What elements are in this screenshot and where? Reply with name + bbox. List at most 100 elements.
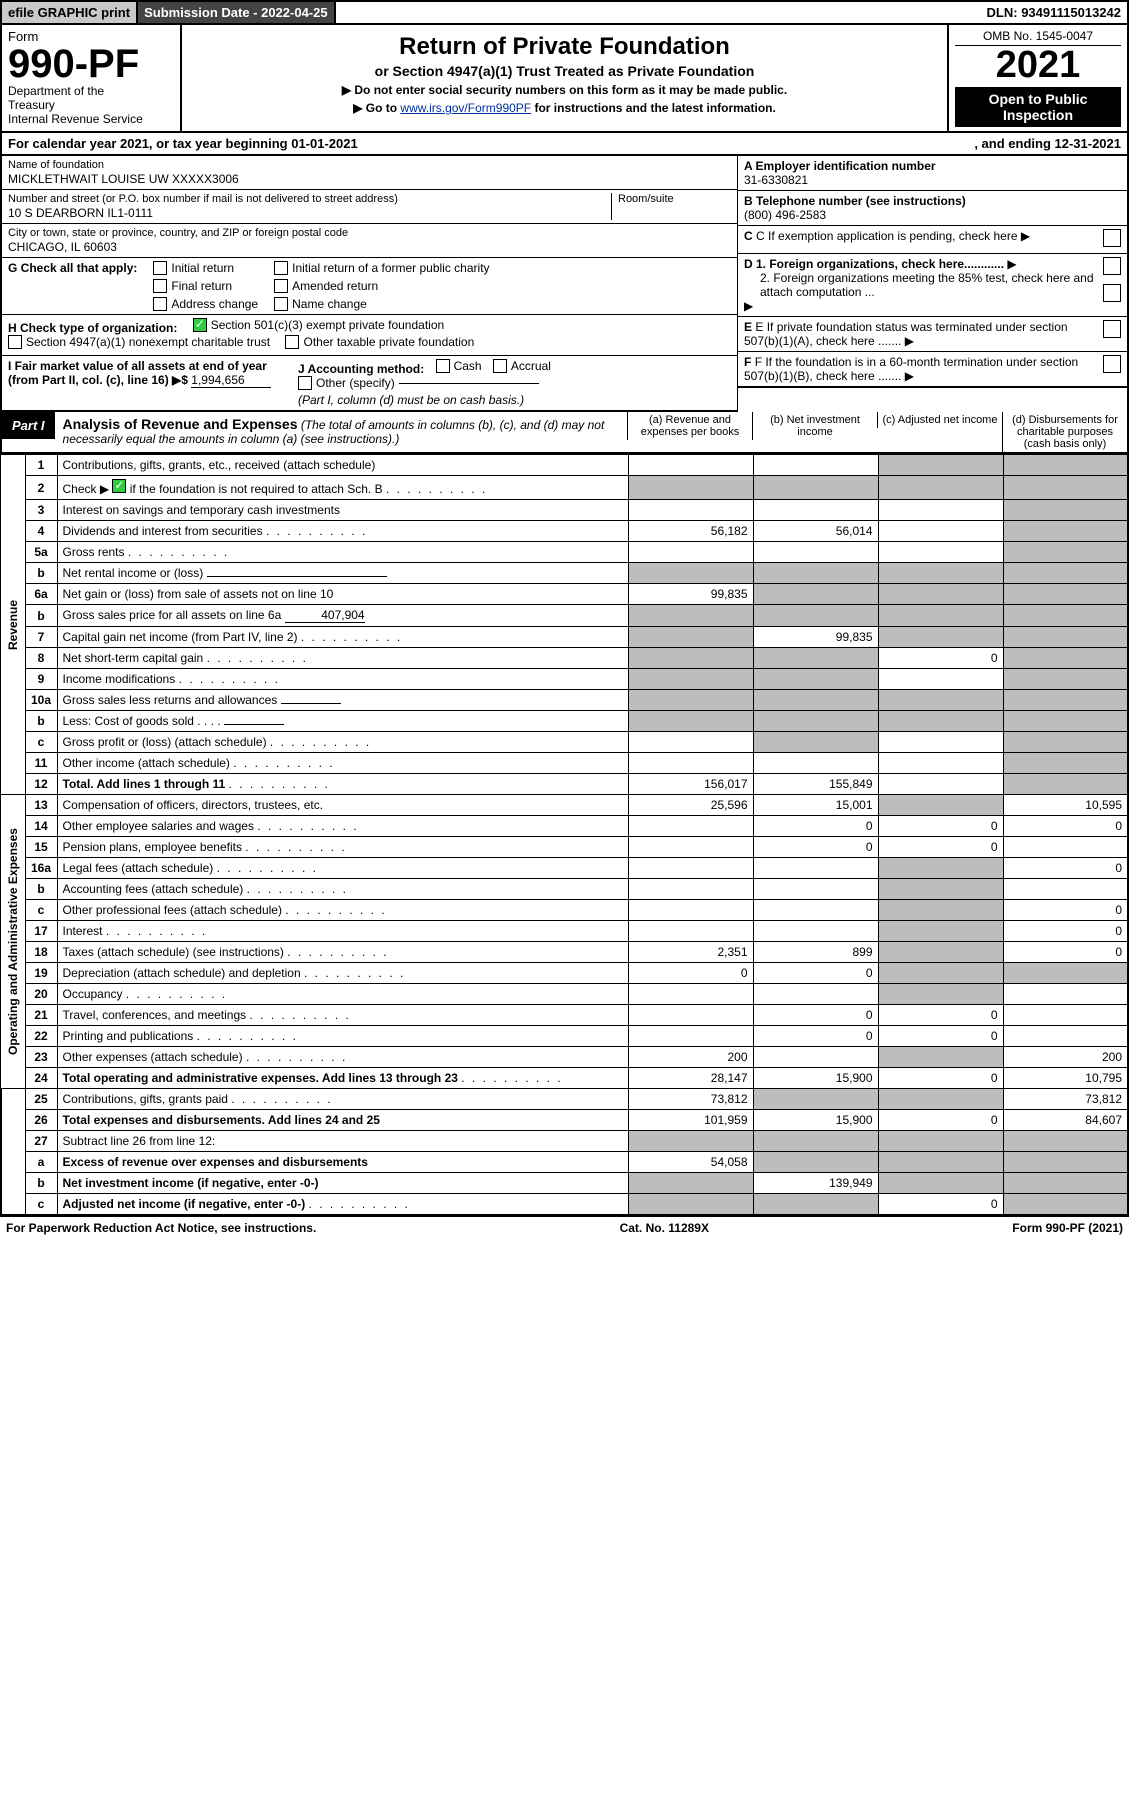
line-desc: Contributions, gifts, grants, etc., rece… [57, 455, 628, 476]
line-desc: Printing and publications [63, 1029, 194, 1043]
amt: 0 [1003, 921, 1128, 942]
line-no: 22 [25, 1026, 57, 1047]
line-desc: Legal fees (attach schedule) [63, 861, 214, 875]
dept-line: Department of the [8, 84, 174, 98]
amt: 56,182 [628, 521, 753, 542]
col-a-header: (a) Revenue and expenses per books [627, 412, 752, 440]
form-id-block: Form 990-PF Department of the Treasury I… [2, 25, 182, 131]
line-desc: Gross profit or (loss) (attach schedule) [63, 735, 267, 749]
col-d-header: (d) Disbursements for charitable purpose… [1002, 412, 1127, 452]
line-no: b [25, 879, 57, 900]
checkbox-d1[interactable] [1103, 257, 1121, 275]
col-c-header: (c) Adjusted net income [877, 412, 1002, 428]
note-goto-pre: ▶ Go to [353, 101, 400, 115]
checkbox-other-taxable[interactable] [285, 335, 299, 349]
checkbox-other-method[interactable] [298, 376, 312, 390]
city: CHICAGO, IL 60603 [8, 240, 731, 254]
line-no: 17 [25, 921, 57, 942]
checkbox-4947[interactable] [8, 335, 22, 349]
entity-info: Name of foundation MICKLETHWAIT LOUISE U… [0, 156, 1129, 412]
address: 10 S DEARBORN IL1-0111 [8, 206, 611, 220]
line-desc: if the foundation is not required to att… [126, 482, 382, 496]
checkbox-final-return[interactable] [153, 279, 167, 293]
checkbox-501c3[interactable] [193, 318, 207, 332]
col-b-header: (b) Net investment income [752, 412, 877, 440]
line-no: 3 [25, 500, 57, 521]
part-tag: Part I [2, 412, 55, 439]
checkbox-d2[interactable] [1103, 284, 1121, 302]
line-desc: Less: Cost of goods sold [63, 714, 194, 728]
line-desc: Net rental income or (loss) [63, 566, 204, 580]
dept-line: Treasury [8, 98, 174, 112]
part-title: Analysis of Revenue and Expenses [63, 416, 298, 432]
line-no: 8 [25, 648, 57, 669]
line-no: 24 [25, 1068, 57, 1089]
checkbox-f[interactable] [1103, 355, 1121, 373]
address-label: Number and street (or P.O. box number if… [8, 193, 611, 205]
line-no: c [25, 732, 57, 753]
footer-right: Form 990-PF (2021) [1012, 1221, 1123, 1235]
amt: 0 [753, 1026, 878, 1047]
line-no: 11 [25, 753, 57, 774]
amt: 99,835 [753, 627, 878, 648]
g-initial-former: Initial return of a former public charit… [292, 261, 489, 275]
line-no: 4 [25, 521, 57, 542]
fmv-value: 1,994,656 [191, 373, 271, 388]
line-no: b [25, 1173, 57, 1194]
checkbox-name-change[interactable] [274, 297, 288, 311]
amt: 0 [878, 837, 1003, 858]
form-subtitle: or Section 4947(a)(1) Trust Treated as P… [190, 63, 939, 79]
checkbox-amended[interactable] [274, 279, 288, 293]
amt: 200 [1003, 1047, 1128, 1068]
line-desc: Adjusted net income (if negative, enter … [63, 1197, 306, 1211]
line-desc: Total. Add lines 1 through 11 [63, 777, 226, 791]
amt: 54,058 [628, 1152, 753, 1173]
line-desc: Travel, conferences, and meetings [63, 1008, 247, 1022]
efile-print-button[interactable]: efile GRAPHIC print [2, 2, 138, 23]
part1-header: Part I Analysis of Revenue and Expenses … [0, 412, 1129, 454]
g-initial: Initial return [171, 261, 234, 275]
line-no: 20 [25, 984, 57, 1005]
line-no: b [25, 563, 57, 584]
checkbox-address-change[interactable] [153, 297, 167, 311]
form-link[interactable]: www.irs.gov/Form990PF [400, 101, 531, 115]
amt: 155,849 [753, 774, 878, 795]
checkbox-initial-return[interactable] [153, 261, 167, 275]
dln: DLN: 93491115013242 [981, 2, 1127, 23]
calendar-year-row: For calendar year 2021, or tax year begi… [0, 133, 1129, 156]
calendar-begin: For calendar year 2021, or tax year begi… [8, 136, 358, 151]
checkbox-accrual[interactable] [493, 359, 507, 373]
amt: 0 [878, 1194, 1003, 1216]
amt: 2,351 [628, 942, 753, 963]
line-no: 1 [25, 455, 57, 476]
amt: 84,607 [1003, 1110, 1128, 1131]
line-no: 19 [25, 963, 57, 984]
line-desc: Net gain or (loss) from sale of assets n… [57, 584, 628, 605]
line-no: a [25, 1152, 57, 1173]
ein: 31-6330821 [744, 173, 808, 187]
line-desc: Gross sales less returns and allowances [63, 693, 278, 707]
line-no: 10a [25, 690, 57, 711]
amt: 0 [753, 1005, 878, 1026]
checkbox-e[interactable] [1103, 320, 1121, 338]
line-desc: Subtract line 26 from line 12: [57, 1131, 628, 1152]
amt: 0 [1003, 816, 1128, 837]
checkbox-cash[interactable] [436, 359, 450, 373]
phone-label: B Telephone number (see instructions) [744, 194, 966, 208]
checkbox-initial-former[interactable] [274, 261, 288, 275]
amt: 56,014 [753, 521, 878, 542]
line-no: 16a [25, 858, 57, 879]
line-desc: Taxes (attach schedule) (see instruction… [63, 945, 284, 959]
form-number: 990-PF [8, 44, 174, 84]
line-no: 12 [25, 774, 57, 795]
g-amended: Amended return [292, 279, 378, 293]
line-desc: Dividends and interest from securities [63, 524, 263, 538]
amt: 200 [628, 1047, 753, 1068]
checkbox-sch-b[interactable] [112, 479, 126, 493]
form-title-block: Return of Private Foundation or Section … [182, 25, 947, 131]
foundation-name: MICKLETHWAIT LOUISE UW XXXXX3006 [8, 172, 731, 186]
form-title: Return of Private Foundation [190, 33, 939, 61]
checkbox-c[interactable] [1103, 229, 1121, 247]
submission-date: Submission Date - 2022-04-25 [138, 2, 336, 23]
amt: 101,959 [628, 1110, 753, 1131]
